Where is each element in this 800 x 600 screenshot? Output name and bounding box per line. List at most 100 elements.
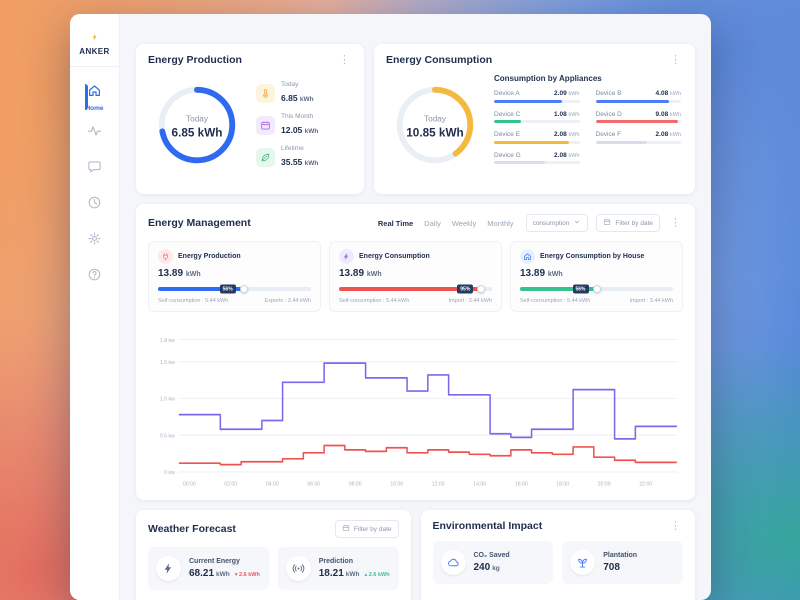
card-title: Energy Management <box>148 217 251 229</box>
svg-text:10.85 kWh: 10.85 kWh <box>406 127 463 140</box>
menu-dots-icon[interactable]: ⋮ <box>670 53 681 66</box>
tile-progress-bar[interactable]: 56% <box>520 284 673 294</box>
cloud-icon <box>440 550 466 575</box>
summary-tile: Energy Production 13.89 kWh 56% Self-con… <box>148 241 321 312</box>
calendar-icon <box>342 524 350 534</box>
device-row: Device C 1.08 kWh <box>494 110 580 123</box>
svg-text:Today: Today <box>424 114 447 123</box>
tab-daily[interactable]: Daily <box>424 218 441 228</box>
home-icon <box>87 83 102 103</box>
stat-text: Lifetime 35.55 kWh <box>281 145 318 170</box>
tile-progress-bar[interactable]: 56% <box>158 284 311 294</box>
bottom-row: Weather Forecast Filter by date Current … <box>136 510 695 600</box>
filter-by-date-button[interactable]: Filter by date <box>334 520 399 538</box>
weather-tile-value: 18.21 kWh ▴ 2.6 kWh <box>318 568 390 579</box>
house-icon <box>520 249 535 264</box>
chat-icon <box>87 159 102 179</box>
weather-tiles: Current Energy 68.21 kWh ▾ 2.6 kWh Predi… <box>148 547 399 590</box>
delta-value: ▴ 2.6 kWh <box>364 572 390 578</box>
svg-text:22:00: 22:00 <box>639 481 652 487</box>
tile-title: Energy Consumption <box>359 253 430 260</box>
tile-title: Energy Consumption by House <box>540 253 645 260</box>
device-bar <box>494 99 580 103</box>
device-value: 9.08 kWh <box>655 110 681 118</box>
device-row: Device G 2.08 kWh <box>494 151 580 164</box>
brand-name: ANKER <box>79 47 110 56</box>
device-row: Device B 4.08 kWh <box>595 90 681 103</box>
gauge-svg: Today 10.85 kWh <box>396 86 474 164</box>
device-name: Device F <box>595 131 622 138</box>
menu-dots-icon[interactable]: ⋮ <box>670 519 681 532</box>
slider-knob[interactable] <box>239 285 248 293</box>
environment-tile: Plantation 708 <box>562 541 683 584</box>
gear-icon <box>87 231 102 251</box>
tile-value: 13.89 kWh <box>158 268 201 279</box>
plant-icon <box>570 550 596 575</box>
svg-text:12:00: 12:00 <box>432 481 445 487</box>
sidebar-item-messages[interactable] <box>85 151 103 187</box>
calendar-icon <box>256 115 275 135</box>
thermometer-icon <box>256 83 275 103</box>
production-stats: Today 6.85 kWh This Month 12.05 kWh Life… <box>256 81 350 170</box>
weather-tile-value: 68.21 kWh ▾ 2.6 kWh <box>189 568 260 579</box>
device-value: 2.08 kWh <box>554 131 580 138</box>
filter-by-date-button[interactable]: Filter by date <box>596 214 660 232</box>
top-row: Energy Production ⋮ Today 6.85 kWh Today… <box>136 44 695 194</box>
tile-foot-right: Import : 3.44 kWh <box>629 298 673 304</box>
device-value: 2.08 kWh <box>554 151 580 159</box>
tab-real-time[interactable]: Real Time <box>377 218 414 228</box>
antenna-icon <box>285 556 311 581</box>
slider-knob[interactable] <box>477 285 486 293</box>
device-row: Device F 2.08 kWh <box>595 131 681 144</box>
bolt-icon <box>91 28 99 46</box>
gauge-svg: Today 6.85 kWh <box>158 86 236 164</box>
slider-knob[interactable] <box>592 285 601 293</box>
tab-weekly[interactable]: Weekly <box>451 218 477 228</box>
svg-text:Today: Today <box>186 114 209 123</box>
sidebar-item-activity[interactable] <box>85 115 103 151</box>
sidebar-item-history[interactable] <box>85 187 103 223</box>
device-value: 1.08 kWh <box>554 110 580 118</box>
weather-tile-text: Current Energy 68.21 kWh ▾ 2.6 kWh <box>189 558 260 579</box>
sidebar-item-settings[interactable] <box>85 223 103 259</box>
tile-title: Energy Production <box>178 253 241 260</box>
brand-logo: ANKER <box>70 28 119 67</box>
environment-tile-value: 240 kg <box>473 562 500 573</box>
card-title: Weather Forecast <box>148 523 236 535</box>
summary-tile: Energy Consumption 13.89 kWh 95% Self-co… <box>329 241 502 312</box>
production-stat: Today 6.85 kWh <box>256 81 350 106</box>
device-list: Device A 2.09 kWh Device B 4.08 kWh Devi… <box>494 90 681 164</box>
weather-tile-text: Prediction 18.21 kWh ▴ 2.6 kWh <box>319 558 390 579</box>
plug-icon <box>158 249 173 264</box>
bolt-icon <box>156 556 181 581</box>
time-range-tabs: Real Time Daily Weekly Monthly <box>378 219 514 228</box>
svg-text:6.85 kWh: 6.85 kWh <box>172 127 223 140</box>
card-title: Environmental Impact <box>432 520 543 532</box>
device-value: 2.08 kWh <box>655 131 681 138</box>
stat-text: Today 6.85 kWh <box>281 81 314 106</box>
sidebar-item-home[interactable]: Home <box>85 79 104 115</box>
tile-progress-bar[interactable]: 95% <box>339 284 492 294</box>
appliances-panel: Consumption by Appliances Device A 2.09 … <box>494 68 681 164</box>
device-value: 4.08 kWh <box>655 90 681 97</box>
menu-dots-icon[interactable]: ⋮ <box>670 216 681 229</box>
stat-text: This Month 12.05 kWh <box>281 113 318 138</box>
delta-value: ▾ 2.6 kWh <box>234 572 260 578</box>
sidebar-item-help[interactable] <box>85 259 103 295</box>
stat-value: 35.55 kWh <box>281 156 319 167</box>
environment-tile-value: 708 <box>603 562 620 573</box>
tile-foot-right: Import : 3.44 kWh <box>448 298 492 304</box>
consumption-select[interactable]: consumption <box>525 214 589 232</box>
stat-label: This Month <box>281 112 314 120</box>
svg-text:10:00: 10:00 <box>390 481 403 487</box>
device-bar <box>494 120 580 123</box>
svg-text:20:00: 20:00 <box>598 481 611 487</box>
consumption-gauge: Today 10.85 kWh <box>388 78 482 172</box>
svg-text:1.5 kw: 1.5 kw <box>160 360 175 366</box>
weather-forecast-card: Weather Forecast Filter by date Current … <box>136 510 411 600</box>
summary-tile: Energy Consumption by House 13.89 kWh 56… <box>510 241 683 312</box>
svg-text:0.5 kw: 0.5 kw <box>160 433 175 439</box>
tab-monthly[interactable]: Monthly <box>487 218 514 228</box>
environment-tile-text: CO₂ Saved 240 kg <box>474 552 510 573</box>
menu-dots-icon[interactable]: ⋮ <box>339 53 350 66</box>
